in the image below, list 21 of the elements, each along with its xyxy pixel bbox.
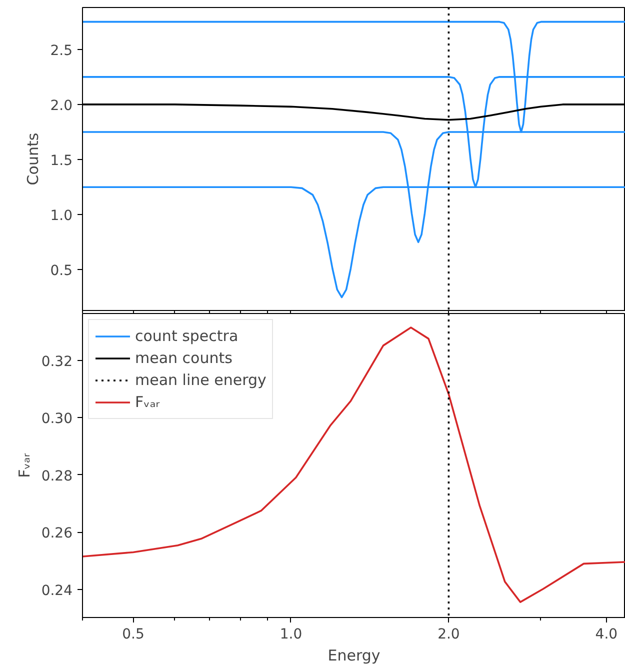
y-axis-title: Fᵥₐᵣ — [15, 453, 34, 478]
legend-label: mean counts — [135, 349, 232, 367]
x-axis-title: Energy — [328, 646, 380, 664]
legend-label: count spectra — [135, 327, 238, 345]
x-tick-label: 2.0 — [438, 626, 460, 642]
y-tick-label: 0.24 — [41, 582, 73, 599]
legend-label: Fᵥₐᵣ — [135, 393, 160, 411]
y-tick-label: 2.0 — [50, 98, 72, 114]
x-tick-label: 1.0 — [280, 626, 302, 642]
y-tick-label: 0.32 — [41, 354, 72, 370]
legend-label: mean line energy — [135, 371, 266, 389]
y-tick-label: 0.26 — [41, 526, 73, 542]
y-tick-label: 0.28 — [41, 468, 72, 484]
y-tick-label: 1.0 — [50, 208, 72, 224]
y-tick-label: 1.5 — [50, 153, 72, 170]
y-tick-label: 0.5 — [50, 263, 72, 280]
y-axis-title: Counts — [24, 132, 42, 186]
y-tick-label: 0.30 — [41, 411, 72, 428]
x-tick-label: 4.0 — [595, 626, 618, 642]
x-tick-label: 0.5 — [122, 626, 144, 642]
y-tick-label: 2.5 — [50, 42, 72, 59]
